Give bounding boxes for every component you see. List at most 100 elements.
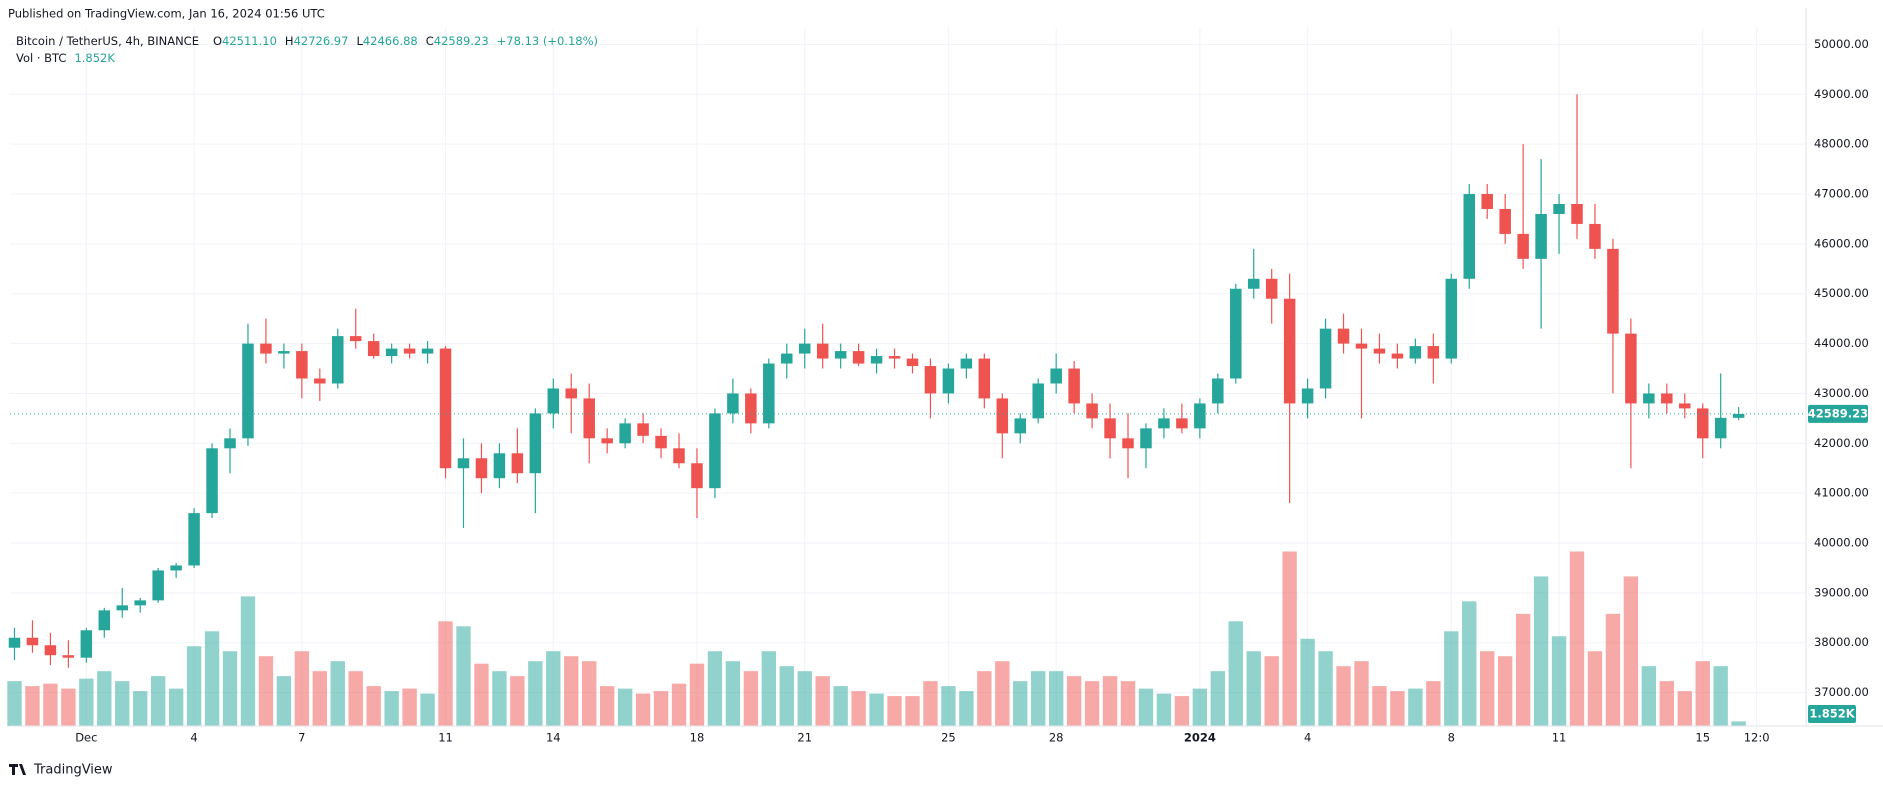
candle-body: [134, 600, 146, 606]
y-tick-label: 49000.00: [1814, 87, 1869, 101]
volume-bar: [1497, 656, 1513, 726]
candle-body: [1481, 194, 1493, 209]
volume-bar: [1192, 688, 1208, 726]
volume-bar: [1031, 671, 1046, 726]
candle-body: [1283, 298, 1296, 404]
volume-bar: [635, 693, 651, 726]
x-tick-label: 12:0: [1744, 731, 1770, 745]
volume-bar: [168, 688, 184, 726]
candle-body: [1625, 333, 1637, 404]
candle-body: [1714, 417, 1727, 439]
volume-bar: [653, 691, 669, 726]
candle-body: [942, 368, 955, 394]
ohlc-key: C: [426, 34, 434, 48]
volume-bar: [1551, 636, 1567, 726]
volume-bar: [923, 681, 938, 726]
candle-body: [1409, 346, 1422, 359]
logo-shape: [9, 764, 26, 775]
volume-bar: [115, 681, 130, 726]
candle-body: [260, 343, 272, 354]
volume-bar: [1713, 666, 1728, 726]
last-volume-label: 1.852K: [1809, 707, 1855, 721]
volume-bar: [97, 671, 112, 726]
volume-bar: [384, 691, 399, 726]
candle-body: [26, 637, 39, 646]
volume-bar: [1569, 551, 1585, 726]
candle-body: [529, 413, 542, 474]
volume-bar: [1318, 651, 1333, 726]
y-tick-label: 45000.00: [1814, 286, 1869, 300]
candle-body: [493, 453, 506, 479]
y-tick-label: 47000.00: [1814, 187, 1869, 201]
volume-bar: [959, 691, 974, 726]
ohlc-value: 42511.10: [222, 34, 277, 48]
candle-body: [116, 605, 128, 611]
candle-body: [457, 458, 470, 469]
candle-body: [996, 398, 1009, 434]
x-tick-label: 4: [1304, 731, 1311, 745]
x-tick-label: 15: [1695, 731, 1710, 745]
candle-body: [1463, 194, 1475, 279]
candle-body: [421, 348, 434, 354]
candle-body: [1194, 403, 1206, 429]
volume-bar: [133, 691, 148, 726]
volume-bar: [1282, 551, 1297, 726]
volume-bar: [330, 661, 345, 726]
candle-body: [619, 423, 631, 444]
candle-body: [1427, 346, 1440, 359]
volume-bar: [1048, 671, 1064, 726]
y-tick-label: 37000.00: [1814, 685, 1869, 699]
candle-body: [1589, 223, 1601, 249]
candle-body: [188, 513, 200, 566]
volume-bar: [1138, 688, 1154, 726]
candle-body: [816, 343, 829, 359]
candle-body: [1732, 413, 1745, 418]
candle-body: [781, 353, 793, 364]
candle-body: [601, 438, 613, 444]
candle-body: [1265, 278, 1278, 299]
candle-body: [98, 610, 111, 631]
candle-body: [403, 348, 416, 354]
x-tick-label: 14: [546, 731, 561, 745]
volume-bar: [150, 676, 166, 726]
volume-bar: [1102, 676, 1118, 726]
candle-body: [978, 358, 991, 399]
volume-bar: [779, 666, 794, 726]
volume-bar: [366, 686, 381, 726]
x-tick-label: 4: [190, 731, 197, 745]
candle-body: [673, 448, 685, 464]
candle-body: [80, 630, 93, 658]
volume-bar: [1354, 661, 1369, 726]
candle-body: [1696, 408, 1709, 439]
volume-bar: [492, 671, 507, 726]
last-volume-box: [1808, 705, 1856, 723]
vol-value: 1.852K: [74, 51, 115, 65]
candle-body: [1212, 378, 1224, 404]
candle-body: [1086, 403, 1098, 419]
volume-bar: [1300, 638, 1315, 726]
volume-bar: [1210, 671, 1225, 726]
ohlc-key: O: [213, 34, 222, 48]
volume-bar: [420, 693, 435, 726]
y-tick-label: 48000.00: [1814, 137, 1869, 151]
y-tick-label: 44000.00: [1814, 336, 1869, 350]
candle-body: [798, 343, 811, 354]
candle-body: [906, 358, 919, 367]
volume-bar: [815, 676, 830, 726]
volume-bar: [725, 661, 741, 726]
x-tick-label: 21: [797, 731, 812, 745]
volume-bar: [1426, 681, 1441, 726]
volume-bar: [1515, 613, 1531, 726]
candle-body: [1679, 403, 1691, 409]
volume-bar: [941, 686, 956, 726]
candle-body: [924, 366, 937, 394]
volume-bar: [905, 696, 920, 726]
candle-body: [314, 378, 326, 384]
volume-bar: [1533, 576, 1549, 726]
symbol: Bitcoin / TetherUS, 4h, BINANCE: [16, 34, 199, 48]
candle-body: [242, 343, 254, 439]
candle-body: [834, 351, 847, 359]
y-tick-label: 42000.00: [1814, 436, 1869, 450]
volume-bar: [61, 688, 76, 726]
candle-body: [349, 336, 362, 342]
